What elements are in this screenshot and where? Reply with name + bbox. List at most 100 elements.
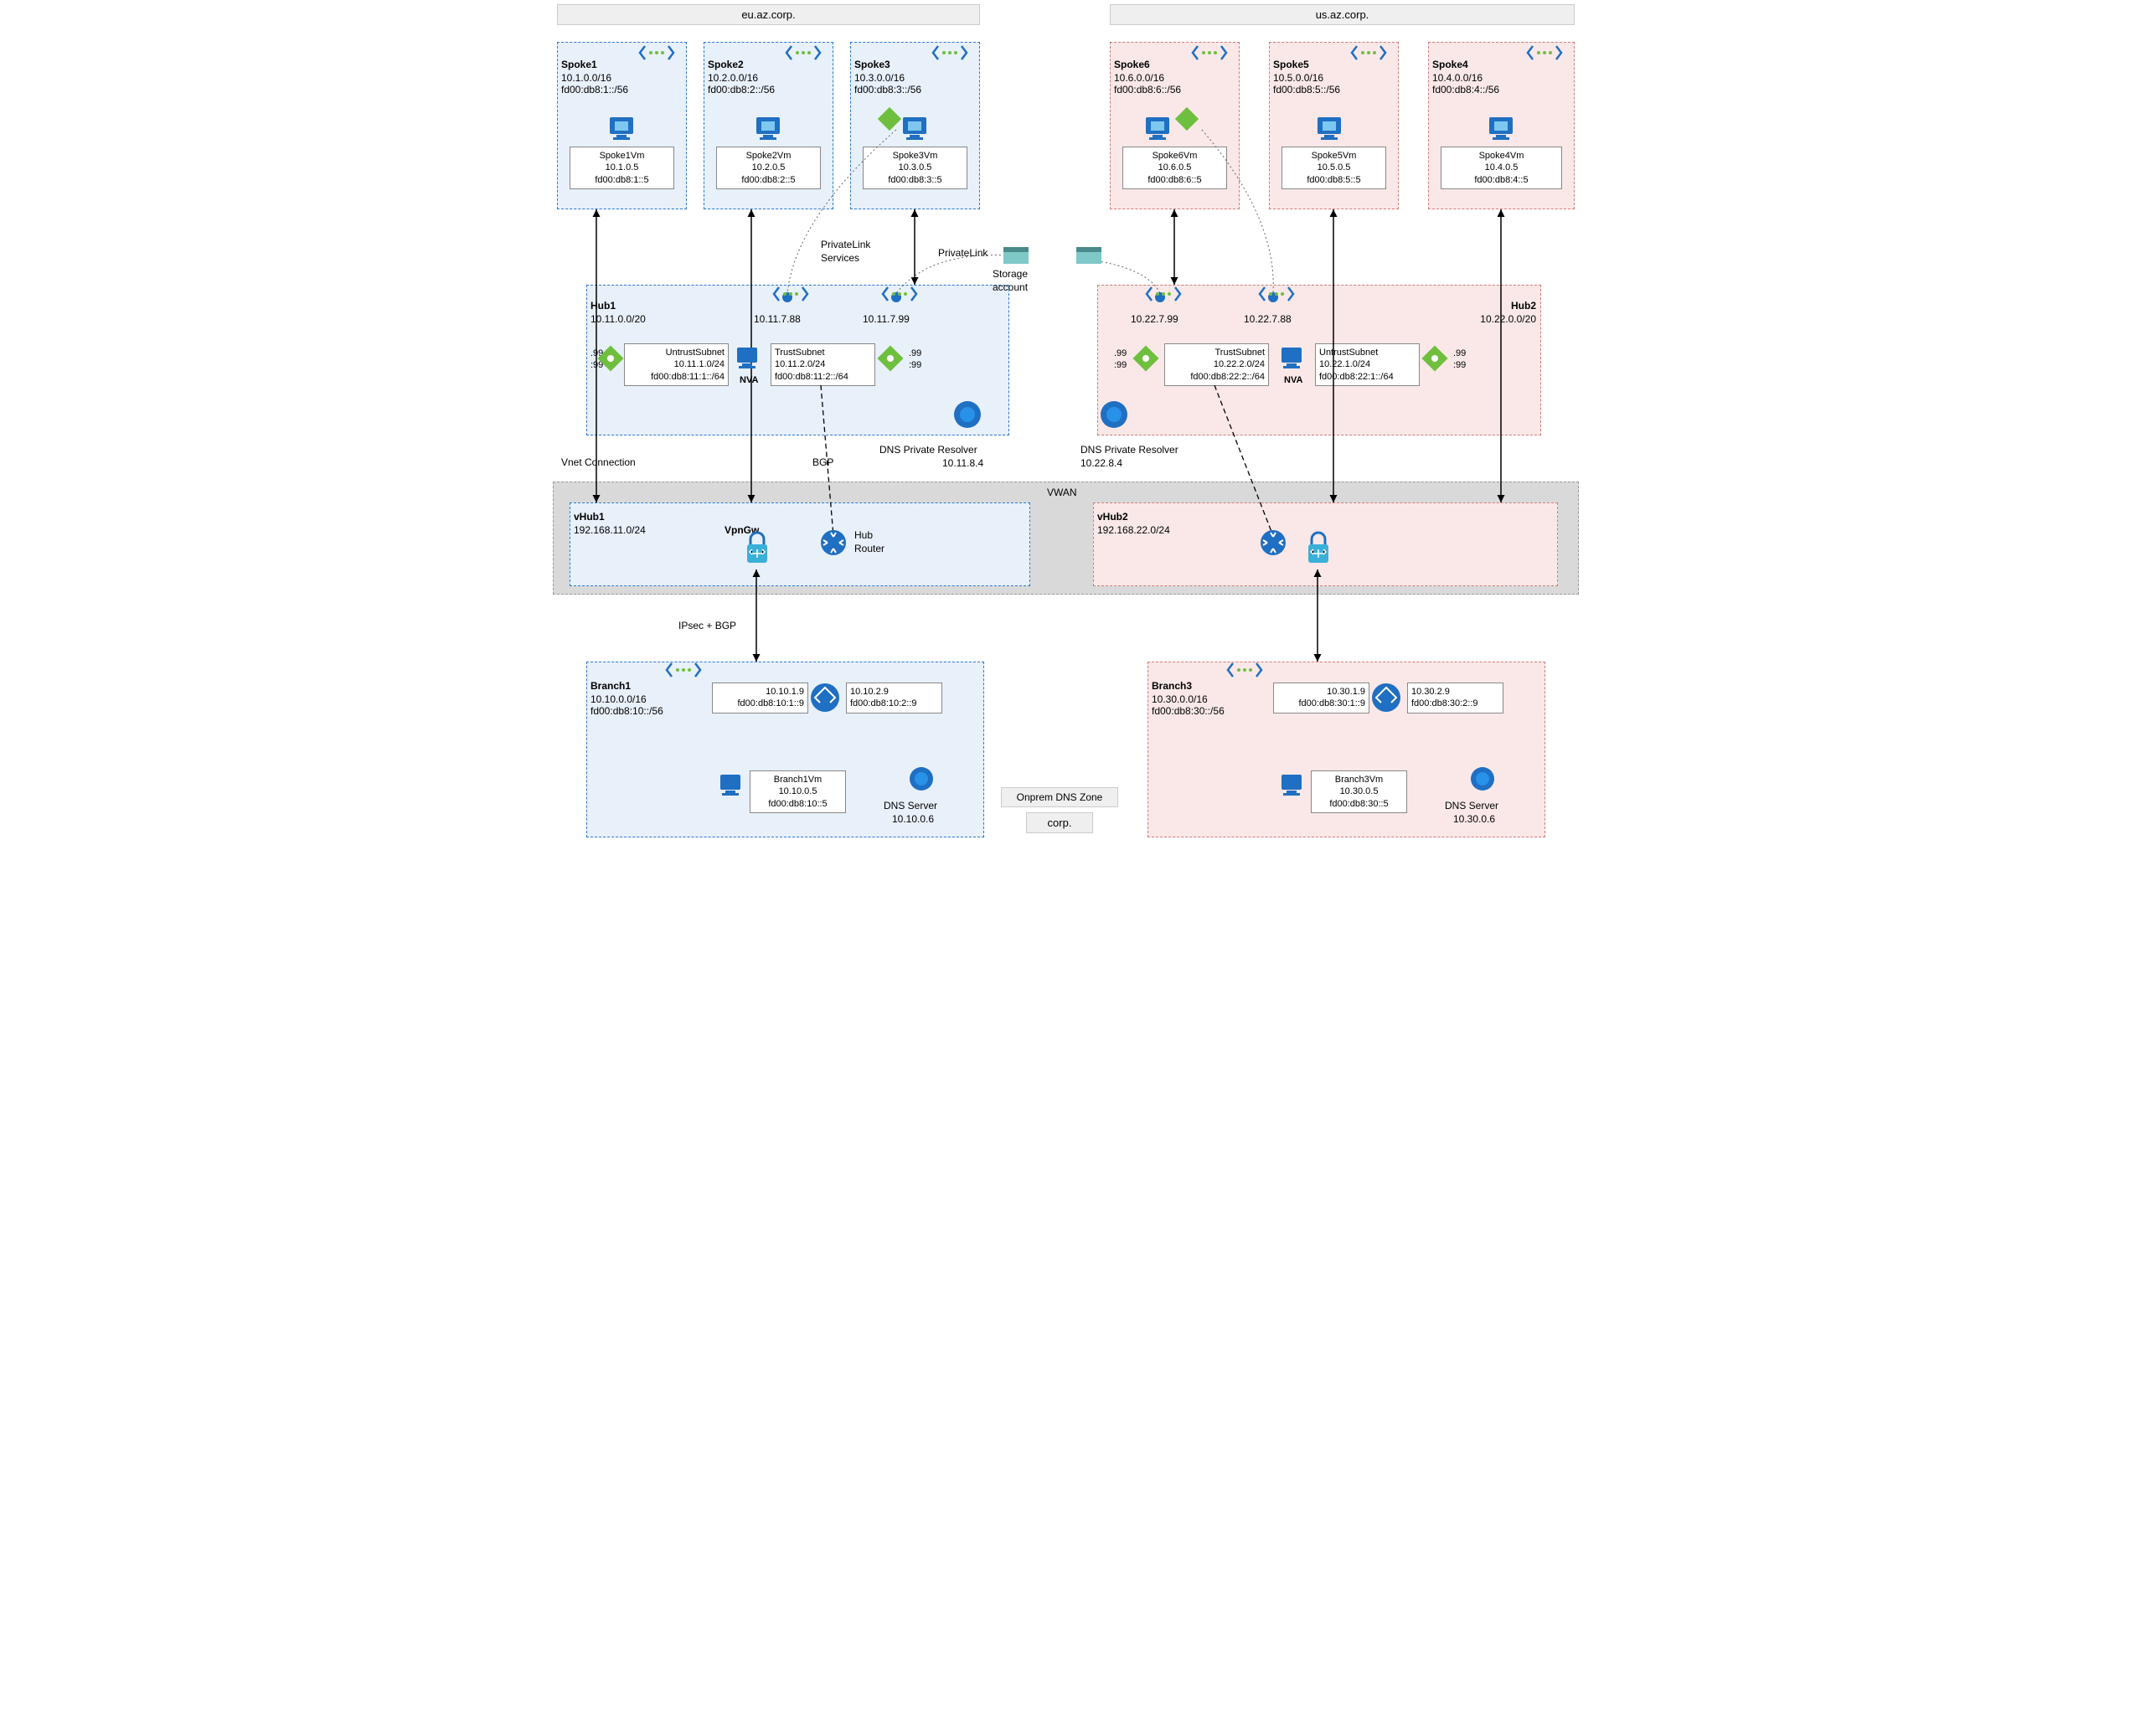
hub2-trust-nip: .99 :99 — [1114, 348, 1127, 372]
hub2-untrust-name: UntrustSubnet — [1319, 348, 1378, 358]
spoke3-vm-v6: fd00:db8:3::5 — [888, 175, 941, 185]
vnetconn-label: Vnet Connection — [561, 456, 636, 470]
branch1-name: Branch1 — [590, 680, 631, 693]
branch1-v6: fd00:db8:10::/56 — [590, 705, 663, 719]
branch3-vm-name: Branch3Vm — [1335, 775, 1383, 785]
branch3-vm: Branch3Vm 10.30.0.5 fd00:db8:30::5 — [1311, 770, 1407, 813]
spoke6-vm: Spoke6Vm 10.6.0.5 fd00:db8:6::5 — [1122, 147, 1227, 189]
branch1-r2: 10.10.2.9 fd00:db8:10:2::9 — [846, 683, 942, 713]
bgp-label: BGP — [812, 456, 833, 470]
spoke3-v6: fd00:db8:3::/56 — [854, 84, 921, 97]
hub1-dns: DNS Private Resolver — [879, 444, 977, 457]
hub2-trust-v6: fd00:db8:22:2::/64 — [1190, 372, 1265, 382]
hub2-dnsip: 10.22.8.4 — [1080, 457, 1122, 471]
hub2-name: Hub2 — [1511, 300, 1536, 313]
spoke3-name: Spoke3 — [854, 59, 890, 72]
diagram-canvas: eu.az.corp. us.az.corp. Spoke1 10.1.0.0/… — [544, 0, 1591, 851]
spoke6-vm-v4: 10.6.0.5 — [1158, 162, 1192, 173]
branch1-vm-v4: 10.10.0.5 — [779, 786, 817, 796]
spoke5-vm-v6: fd00:db8:5::5 — [1307, 175, 1360, 185]
spoke5-vm-v4: 10.5.0.5 — [1318, 162, 1351, 173]
spoke4-vm: Spoke4Vm 10.4.0.5 fd00:db8:4::5 — [1441, 147, 1562, 189]
hub2-trust: TrustSubnet 10.22.2.0/24 fd00:db8:22:2::… — [1164, 343, 1269, 386]
spoke2-name: Spoke2 — [708, 59, 744, 72]
branch3-r1: 10.30.1.9 fd00:db8:30:1::9 — [1273, 683, 1369, 713]
branch3-dns: DNS Server — [1445, 800, 1498, 813]
pl-label: PrivateLink — [938, 247, 988, 260]
vhub2-name: vHub2 — [1097, 511, 1128, 524]
hub1-untrust-nip: .99 :99 — [590, 348, 603, 372]
branch1-dnsip: 10.10.0.6 — [892, 813, 934, 827]
branch1-r1-v6: fd00:db8:10:1::9 — [737, 698, 804, 708]
hub1-pe2: 10.11.7.99 — [863, 313, 910, 327]
hub2-cidr: 10.22.0.0/20 — [1480, 313, 1536, 327]
hub1-trust-name: TrustSubnet — [775, 348, 825, 358]
vhub1-cidr: 192.168.11.0/24 — [574, 524, 646, 538]
hub1-untrust-v4: 10.11.1.0/24 — [674, 359, 725, 369]
spoke6-vm-name: Spoke6Vm — [1153, 151, 1198, 161]
storage-label: Storage account — [993, 268, 1028, 294]
vwan-label: VWAN — [1047, 487, 1077, 500]
spoke1-v6: fd00:db8:1::/56 — [561, 84, 628, 97]
branch3-vm-v4: 10.30.0.5 — [1340, 786, 1379, 796]
branch3-r2-v6: fd00:db8:30:2::9 — [1411, 698, 1478, 708]
branch1-vm-name: Branch1Vm — [774, 775, 822, 785]
hub1-trust-v4: 10.11.2.0/24 — [775, 359, 825, 369]
spoke3-vm-name: Spoke3Vm — [893, 151, 938, 161]
vhub2-cidr: 192.168.22.0/24 — [1097, 524, 1170, 538]
branch3-r1-v4: 10.30.1.9 — [1327, 687, 1365, 697]
spoke2-vm-name: Spoke2Vm — [746, 151, 792, 161]
vhub2-box — [1093, 502, 1558, 586]
branch1-r2-v6: fd00:db8:10:2::9 — [850, 698, 917, 708]
hub1-name: Hub1 — [590, 300, 616, 313]
hub1-untrust: UntrustSubnet 10.11.1.0/24 fd00:db8:11:1… — [624, 343, 729, 386]
spoke1-name: Spoke1 — [561, 59, 597, 72]
hub1-nva-label: NVA — [740, 375, 758, 385]
spoke5-v6: fd00:db8:5::/56 — [1273, 84, 1340, 97]
corp-zone-header: corp. — [1026, 812, 1093, 833]
ipsec-label: IPsec + BGP — [678, 620, 736, 633]
hub1-trust: TrustSubnet 10.11.2.0/24 fd00:db8:11:2::… — [771, 343, 875, 386]
branch3-dnsip: 10.30.0.6 — [1453, 813, 1495, 827]
spoke3-vm-v4: 10.3.0.5 — [899, 162, 932, 173]
branch3-r1-v6: fd00:db8:30:1::9 — [1298, 698, 1365, 708]
hub2-untrust-nip: .99 :99 — [1453, 348, 1466, 372]
spoke5-vm-name: Spoke5Vm — [1312, 151, 1357, 161]
vhub1-name: vHub1 — [574, 511, 605, 524]
spoke1-vm-v6: fd00:db8:1::5 — [595, 175, 648, 185]
branch1-dns: DNS Server — [884, 800, 937, 813]
spoke5-vm: Spoke5Vm 10.5.0.5 fd00:db8:5::5 — [1282, 147, 1386, 189]
hub1-untrust-v6: fd00:db8:11:1::/64 — [651, 372, 725, 382]
branch3-vm-v6: fd00:db8:30::5 — [1329, 799, 1388, 809]
hub2-untrust-v4: 10.22.1.0/24 — [1319, 359, 1370, 369]
hub2-trust-v4: 10.22.2.0/24 — [1214, 359, 1265, 369]
hub2-pe2: 10.22.7.88 — [1244, 313, 1292, 327]
branch3-name: Branch3 — [1152, 680, 1192, 693]
spoke2-vm-v4: 10.2.0.5 — [752, 162, 786, 173]
hub2-dns: DNS Private Resolver — [1080, 444, 1178, 457]
branch1-vm-v6: fd00:db8:10::5 — [768, 799, 827, 809]
eu-zone-header: eu.az.corp. — [557, 4, 980, 25]
hub1-dnsip: 10.11.8.4 — [942, 457, 983, 471]
spoke6-vm-v6: fd00:db8:6::5 — [1147, 175, 1201, 185]
spoke2-vm-v6: fd00:db8:2::5 — [741, 175, 795, 185]
spoke1-vm: Spoke1Vm 10.1.0.5 fd00:db8:1::5 — [570, 147, 674, 189]
spoke4-vm-v6: fd00:db8:4::5 — [1474, 175, 1528, 185]
branch1-r2-v4: 10.10.2.9 — [850, 687, 889, 697]
hub2-untrust-v6: fd00:db8:22:1::/64 — [1319, 372, 1394, 382]
spoke3-vm: Spoke3Vm 10.3.0.5 fd00:db8:3::5 — [863, 147, 967, 189]
spoke6-name: Spoke6 — [1114, 59, 1150, 72]
branch3-r2: 10.30.2.9 fd00:db8:30:2::9 — [1407, 683, 1503, 713]
vhub1-gw: VpnGw — [725, 524, 759, 538]
us-zone-header: us.az.corp. — [1110, 4, 1575, 25]
branch3-v6: fd00:db8:30::/56 — [1152, 705, 1225, 719]
hub2-trust-name: TrustSubnet — [1214, 348, 1265, 358]
plsvc-label: PrivateLink Services — [821, 239, 870, 265]
branch1-r1-v4: 10.10.1.9 — [766, 687, 804, 697]
spoke4-vm-v4: 10.4.0.5 — [1485, 162, 1519, 173]
vhub1-box — [570, 502, 1030, 586]
spoke1-vm-name: Spoke1Vm — [600, 151, 645, 161]
vhub1-rtr: Hub Router — [854, 529, 884, 555]
hub1-trust-nip: .99 :99 — [909, 348, 921, 372]
branch3-r2-v4: 10.30.2.9 — [1411, 687, 1450, 697]
